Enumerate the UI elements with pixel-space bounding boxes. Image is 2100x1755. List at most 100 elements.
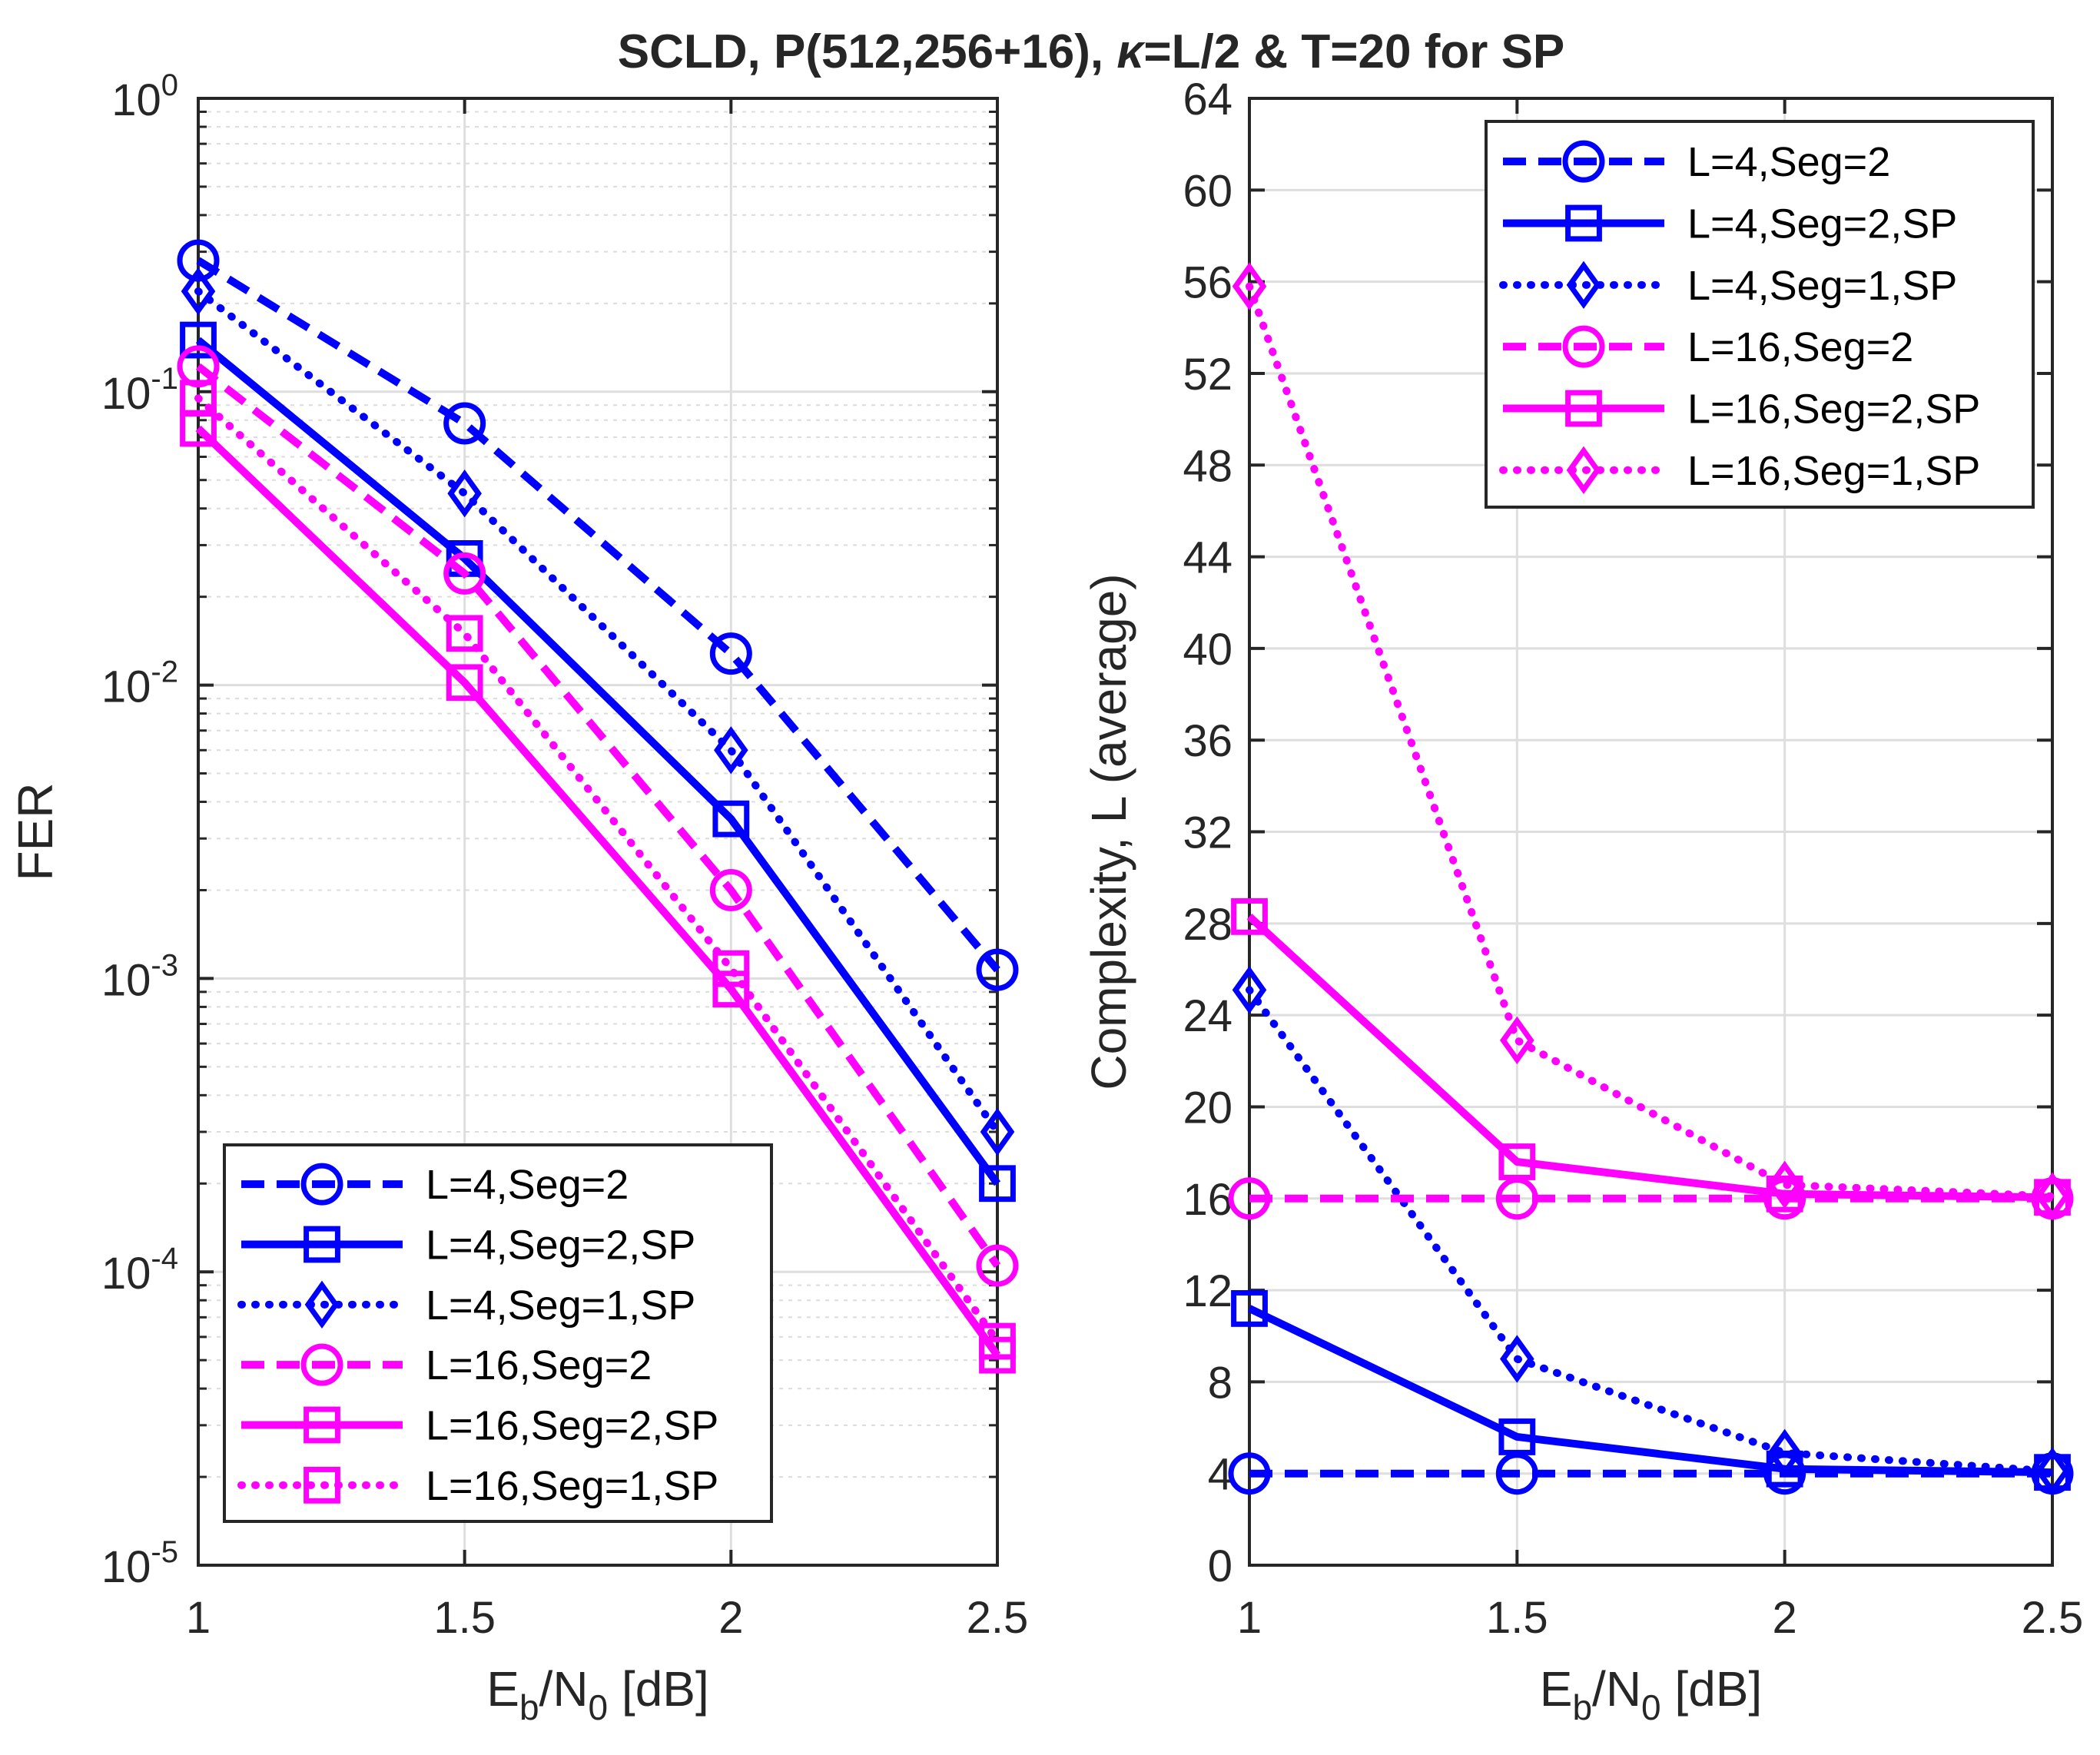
series-line-6 <box>194 394 1001 1345</box>
ticks: 1 1.5 2 2.5 100 10-1 10-2 10-3 10-4 10-5 <box>101 68 1028 1643</box>
legend: L=4,Seg=2 L=4,Seg=2,SP L=4,Seg=1,SP L=16,Se… <box>1485 120 2035 509</box>
legend-entry-4: L=16,Seg=2 <box>426 1342 652 1388</box>
series-4-point <box>1228 1177 1271 1220</box>
series-4-point <box>443 552 486 595</box>
legend-entry-2: L=4,Seg=2,SP <box>426 1223 695 1269</box>
series-group <box>1228 262 2074 1495</box>
y-axis-label: Complexity, L (average) <box>1081 573 1136 1090</box>
series-6-point <box>180 380 217 417</box>
series-6-point <box>979 1322 1016 1360</box>
chart-title: SCLD, P(512,256+16), κ=L/2 & T=20 for SP <box>618 25 1565 78</box>
series-4-point <box>709 868 752 911</box>
y-tick-label: 32 <box>1183 808 1232 858</box>
legend: L=4,Seg=2 L=4,Seg=2,SP L=4,Seg=1,SP L=16,Se… <box>223 1143 773 1523</box>
series-5-point <box>1766 1175 1803 1213</box>
y-tick-label: 44 <box>1183 533 1232 583</box>
series-2-point <box>1231 1290 1268 1327</box>
legend-entry-1: L=4,Seg=2 <box>1687 139 1890 185</box>
x-axis-label: Eb/N0 [dB] <box>486 1661 709 1727</box>
series-2-point <box>1766 1450 1803 1488</box>
series-6-point <box>1767 1160 1802 1209</box>
x-tick-label: 2 <box>718 1593 743 1643</box>
series-6-point <box>712 950 750 987</box>
y-tick-label: 64 <box>1183 75 1232 124</box>
y-tick-label: 100 <box>111 68 178 125</box>
series-4-point <box>976 1244 1019 1287</box>
series-line-4 <box>195 363 1001 1269</box>
series-2-point <box>712 800 750 838</box>
legend-entry-3: L=4,Seg=1,SP <box>1687 263 1957 309</box>
series-2-point <box>180 321 217 359</box>
legend-marker-3 <box>304 1280 340 1329</box>
series-5-point <box>1231 897 1268 935</box>
plot-panel-fer: 1 1.5 2 2.5 100 10-1 10-2 10-3 10-4 10-5 Eb/N0 [dB… <box>8 68 1028 1727</box>
series-3-point <box>1500 1335 1534 1383</box>
legend-entry-5: L=16,Seg=2,SP <box>426 1403 718 1449</box>
x-tick-label: 1.5 <box>433 1593 496 1643</box>
series-6-point <box>1500 1016 1534 1065</box>
series-3-point <box>714 726 748 775</box>
legend-entry-5: L=16,Seg=2,SP <box>1687 386 1980 433</box>
series-3-point <box>447 469 482 518</box>
series-line-5 <box>1246 914 2053 1202</box>
series-3-point <box>2035 1447 2070 1495</box>
plot-panel-complexity: 1 1.5 2 2.50481216202428323640444852566064E… <box>1081 75 2083 1727</box>
series-3-point <box>181 267 216 316</box>
series-5-point <box>1498 1143 1536 1180</box>
series-1-point <box>1228 1452 1271 1495</box>
series-1-point <box>976 948 1019 991</box>
legend-marker-6 <box>304 1466 340 1504</box>
y-tick-label: 0 <box>1208 1541 1232 1591</box>
legend-marker-1 <box>1562 140 1605 183</box>
legend-entry-6: L=16,Seg=1,SP <box>426 1463 718 1509</box>
legend-marker-2 <box>304 1226 340 1263</box>
y-tick-label: 48 <box>1183 441 1232 491</box>
y-tick-label: 10-3 <box>101 948 178 1005</box>
series-3-point <box>1232 966 1267 1014</box>
legend-marker-3 <box>1566 260 1601 310</box>
x-tick-label: 1 <box>1237 1593 1262 1643</box>
x-tick-label: 2 <box>1773 1593 1797 1643</box>
legend-entry-4: L=16,Seg=2 <box>1687 324 1913 370</box>
x-tick-label: 1.5 <box>1486 1593 1548 1643</box>
series-line-2 <box>195 337 1001 1186</box>
y-tick-label: 10-4 <box>101 1242 178 1299</box>
x-tick-label: 2.5 <box>2022 1593 2084 1643</box>
series-1-point <box>443 402 486 445</box>
series-6-point <box>1232 262 1267 310</box>
x-tick-label: 1 <box>186 1593 211 1643</box>
series-1-point <box>709 632 752 675</box>
legend-entry-6: L=16,Seg=1,SP <box>1687 448 1980 494</box>
x-tick-label: 2.5 <box>967 1593 1029 1643</box>
series-6-point <box>2035 1172 2070 1220</box>
y-tick-label: 20 <box>1183 1083 1232 1133</box>
series-line-3 <box>194 287 1001 1136</box>
series-line-3 <box>1246 986 2056 1475</box>
series-line-5 <box>195 425 1001 1358</box>
y-tick-label: 60 <box>1183 166 1232 216</box>
legend-marker-5 <box>304 1406 340 1444</box>
legend-box <box>1485 120 2035 509</box>
y-tick-label: 24 <box>1183 991 1232 1041</box>
legend-marker-4 <box>300 1343 343 1386</box>
series-3-point <box>980 1107 1015 1156</box>
y-tick-label: 8 <box>1208 1358 1232 1408</box>
series-2-point <box>1498 1418 1536 1455</box>
y-tick-label: 16 <box>1183 1175 1232 1225</box>
y-tick-label: 10-2 <box>101 655 178 712</box>
legend-entry-1: L=4,Seg=2 <box>426 1162 629 1208</box>
series-line-2 <box>1247 1305 2053 1477</box>
y-tick-label: 12 <box>1183 1266 1232 1316</box>
y-tick-label: 36 <box>1183 716 1232 766</box>
series-5-point <box>446 664 483 702</box>
series-2-point <box>979 1165 1016 1203</box>
y-tick-label: 10-5 <box>101 1535 178 1592</box>
legend-entry-3: L=4,Seg=1,SP <box>426 1282 695 1329</box>
x-axis-label: Eb/N0 [dB] <box>1540 1661 1763 1727</box>
series-1-point <box>177 239 220 282</box>
legend-box <box>223 1143 773 1523</box>
y-tick-label: 28 <box>1183 900 1232 950</box>
